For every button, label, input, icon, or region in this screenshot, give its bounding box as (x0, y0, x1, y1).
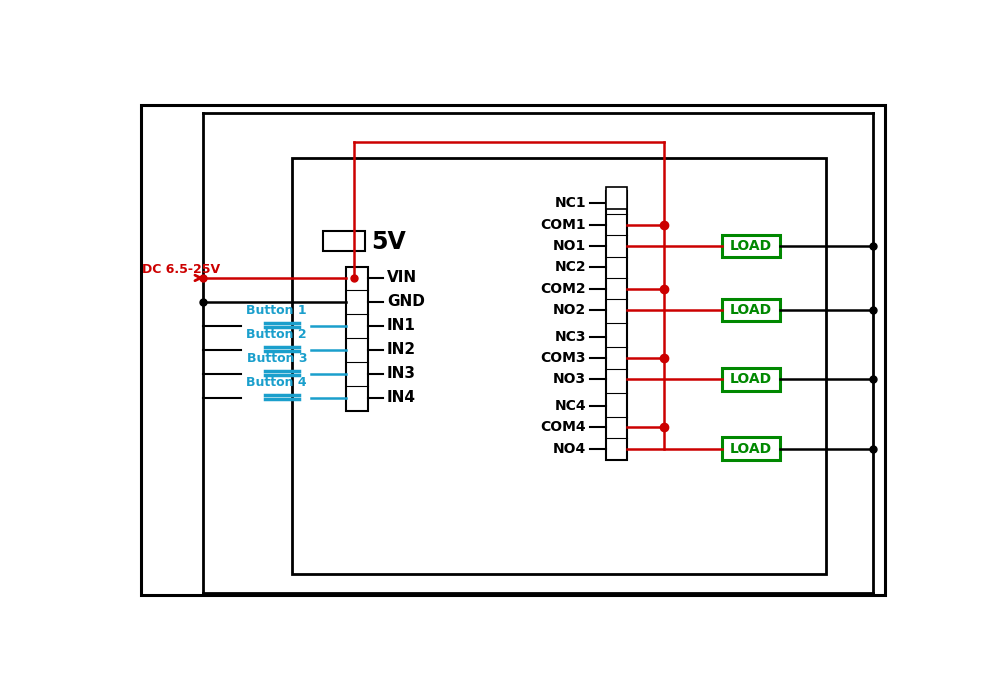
Text: NO4: NO4 (553, 441, 586, 456)
Text: NO1: NO1 (553, 239, 586, 253)
Bar (606, 187, 627, 209)
Text: LOAD: LOAD (730, 239, 772, 253)
Text: NC4: NC4 (554, 399, 586, 413)
Text: LOAD: LOAD (730, 441, 772, 456)
Text: Button 2: Button 2 (246, 328, 307, 342)
Bar (722, 235, 780, 257)
Text: NO3: NO3 (553, 372, 586, 386)
Text: COM3: COM3 (541, 351, 586, 365)
Text: Button 1: Button 1 (246, 304, 307, 317)
Text: COM2: COM2 (540, 281, 586, 296)
Text: LOAD: LOAD (730, 303, 772, 317)
Text: Button 4: Button 4 (246, 376, 307, 389)
Bar (292, 158, 826, 574)
Text: Button 3: Button 3 (247, 353, 307, 365)
Bar (722, 299, 780, 321)
Bar (323, 231, 365, 252)
Bar (606, 191, 627, 460)
Bar (722, 437, 780, 460)
Text: 5V: 5V (371, 229, 406, 254)
Text: GND: GND (387, 295, 425, 310)
Text: IN2: IN2 (387, 342, 416, 358)
Text: DC 6.5-25V: DC 6.5-25V (142, 263, 220, 277)
Text: VIN: VIN (387, 270, 417, 286)
Text: COM1: COM1 (540, 218, 586, 231)
Text: NO2: NO2 (553, 303, 586, 317)
Text: LOAD: LOAD (730, 372, 772, 386)
Bar (346, 267, 368, 412)
Text: NC3: NC3 (555, 330, 586, 344)
Text: COM4: COM4 (540, 421, 586, 435)
Text: NC2: NC2 (554, 261, 586, 274)
Bar (722, 368, 780, 391)
Text: NC1: NC1 (554, 196, 586, 210)
Text: IN3: IN3 (387, 367, 416, 381)
Text: IN1: IN1 (387, 319, 416, 333)
Text: IN4: IN4 (387, 390, 416, 405)
